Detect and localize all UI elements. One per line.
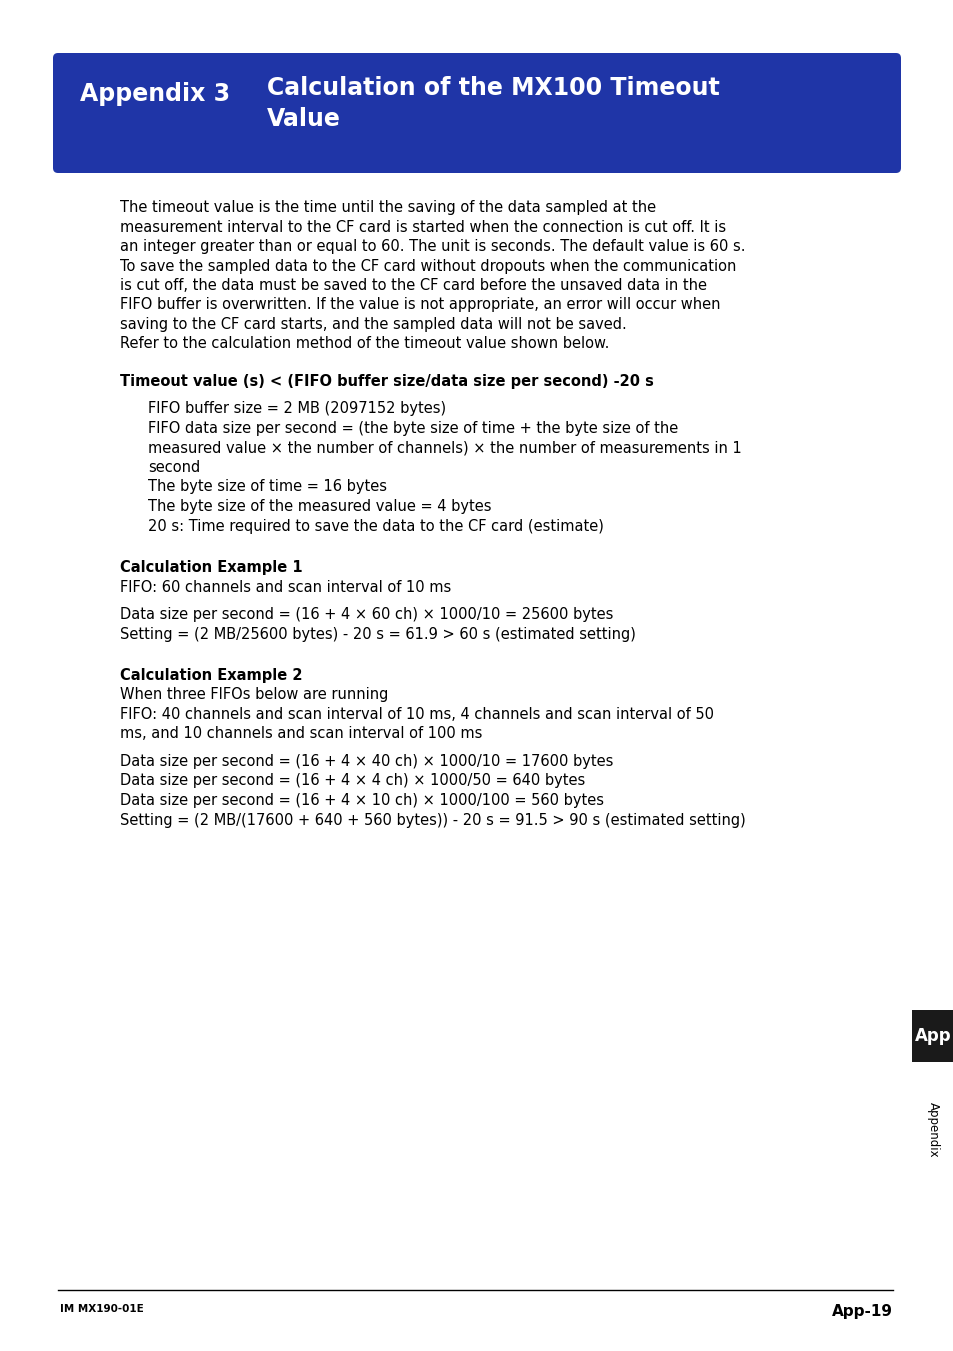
Text: Setting = (2 MB/(17600 + 640 + 560 bytes)) - 20 s = 91.5 > 90 s (estimated setti: Setting = (2 MB/(17600 + 640 + 560 bytes… xyxy=(120,812,745,828)
Text: App-19: App-19 xyxy=(831,1304,892,1319)
Text: The byte size of time = 16 bytes: The byte size of time = 16 bytes xyxy=(148,480,387,494)
Text: App: App xyxy=(914,1027,950,1046)
Text: Calculation Example 2: Calculation Example 2 xyxy=(120,667,302,684)
Text: 20 s: Time required to save the data to the CF card (estimate): 20 s: Time required to save the data to … xyxy=(148,519,603,534)
Bar xyxy=(911,1011,953,1062)
Text: Refer to the calculation method of the timeout value shown below.: Refer to the calculation method of the t… xyxy=(120,336,609,351)
Text: Calculation of the MX100 Timeout
Value: Calculation of the MX100 Timeout Value xyxy=(267,76,719,131)
Text: Appendix 3: Appendix 3 xyxy=(80,82,230,105)
Text: measured value × the number of channels) × the number of measurements in 1: measured value × the number of channels)… xyxy=(148,440,741,455)
Text: is cut off, the data must be saved to the CF card before the unsaved data in the: is cut off, the data must be saved to th… xyxy=(120,278,706,293)
Text: Setting = (2 MB/25600 bytes) - 20 s = 61.9 > 60 s (estimated setting): Setting = (2 MB/25600 bytes) - 20 s = 61… xyxy=(120,627,636,642)
Text: FIFO buffer is overwritten. If the value is not appropriate, an error will occur: FIFO buffer is overwritten. If the value… xyxy=(120,297,720,312)
Text: Timeout value (s) < (FIFO buffer size/data size per second) -20 s: Timeout value (s) < (FIFO buffer size/da… xyxy=(120,374,653,389)
Text: Data size per second = (16 + 4 × 60 ch) × 1000/10 = 25600 bytes: Data size per second = (16 + 4 × 60 ch) … xyxy=(120,607,613,621)
FancyBboxPatch shape xyxy=(53,53,900,173)
Text: FIFO: 60 channels and scan interval of 10 ms: FIFO: 60 channels and scan interval of 1… xyxy=(120,580,451,594)
Text: second: second xyxy=(148,459,200,476)
Text: FIFO data size per second = (the byte size of time + the byte size of the: FIFO data size per second = (the byte si… xyxy=(148,422,678,436)
Text: measurement interval to the CF card is started when the connection is cut off. I: measurement interval to the CF card is s… xyxy=(120,219,725,235)
Text: Data size per second = (16 + 4 × 10 ch) × 1000/100 = 560 bytes: Data size per second = (16 + 4 × 10 ch) … xyxy=(120,793,603,808)
Text: FIFO buffer size = 2 MB (2097152 bytes): FIFO buffer size = 2 MB (2097152 bytes) xyxy=(148,401,446,416)
Text: Data size per second = (16 + 4 × 4 ch) × 1000/50 = 640 bytes: Data size per second = (16 + 4 × 4 ch) ×… xyxy=(120,774,584,789)
Text: an integer greater than or equal to 60. The unit is seconds. The default value i: an integer greater than or equal to 60. … xyxy=(120,239,744,254)
Text: The timeout value is the time until the saving of the data sampled at the: The timeout value is the time until the … xyxy=(120,200,656,215)
Text: ms, and 10 channels and scan interval of 100 ms: ms, and 10 channels and scan interval of… xyxy=(120,727,482,742)
Text: To save the sampled data to the CF card without dropouts when the communication: To save the sampled data to the CF card … xyxy=(120,258,736,273)
Text: Data size per second = (16 + 4 × 40 ch) × 1000/10 = 17600 bytes: Data size per second = (16 + 4 × 40 ch) … xyxy=(120,754,613,769)
Text: Appendix: Appendix xyxy=(925,1102,939,1158)
Text: saving to the CF card starts, and the sampled data will not be saved.: saving to the CF card starts, and the sa… xyxy=(120,317,626,332)
Text: The byte size of the measured value = 4 bytes: The byte size of the measured value = 4 … xyxy=(148,499,491,513)
Text: Calculation Example 1: Calculation Example 1 xyxy=(120,561,302,576)
Text: When three FIFOs below are running: When three FIFOs below are running xyxy=(120,688,388,703)
Text: FIFO: 40 channels and scan interval of 10 ms, 4 channels and scan interval of 50: FIFO: 40 channels and scan interval of 1… xyxy=(120,707,713,721)
Text: IM MX190-01E: IM MX190-01E xyxy=(60,1304,144,1315)
